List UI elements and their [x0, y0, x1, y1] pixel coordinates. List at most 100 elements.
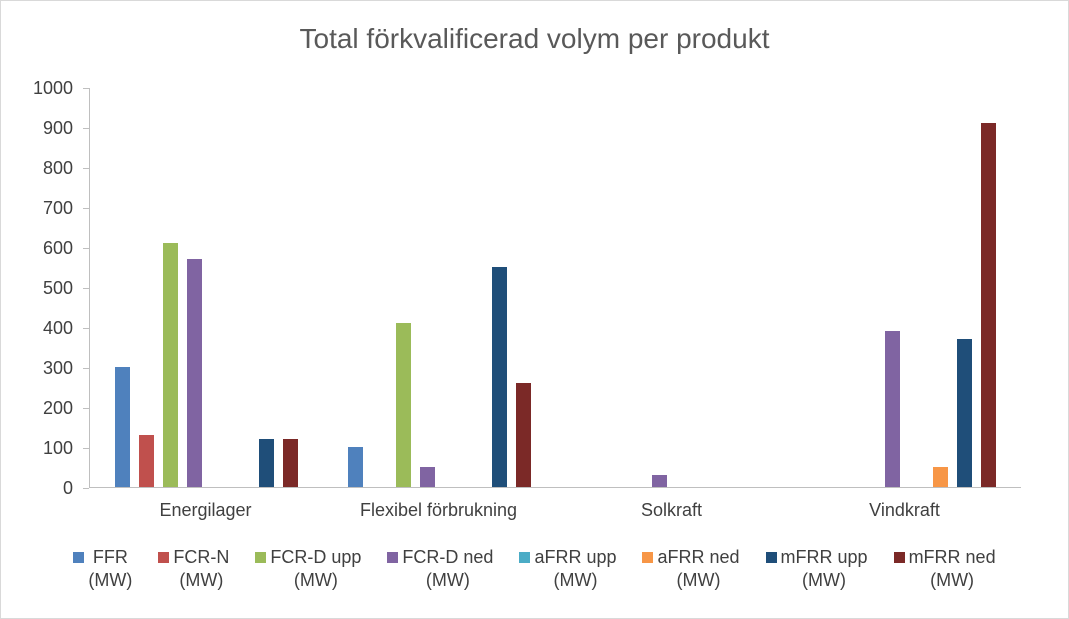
legend-item: FCR-D ned (MW) [387, 546, 493, 592]
bar-slot [648, 475, 672, 487]
legend-series-unit: (MW) [676, 570, 721, 590]
legend-series-unit: (MW) [425, 570, 470, 590]
legend-series-name: mFRR ned [908, 547, 996, 567]
y-tick-label: 700 [42, 198, 73, 218]
legend-swatch [765, 552, 777, 563]
y-tick-mark [83, 448, 89, 449]
y-tick-label: 600 [42, 238, 73, 258]
x-axis: Energilager Flexibel förbrukning Solkraft V… [89, 500, 1021, 521]
legend-series-unit: (MW) [293, 570, 338, 590]
bar-group-0 [110, 88, 302, 487]
legend-series-unit: (MW) [802, 570, 847, 590]
legend-swatch [642, 552, 654, 563]
bar-mfrr-ned-0 [282, 439, 298, 487]
bar-slot [487, 267, 511, 487]
bar-mfrr-ned-3 [981, 123, 997, 487]
bar-slot [158, 243, 182, 487]
bar-slot [977, 123, 1001, 487]
legend-item: FCR-N (MW) [158, 546, 229, 592]
legend-series-unit: (MW) [88, 570, 133, 590]
x-axis-label: Solkraft [640, 500, 703, 520]
bar-slot [254, 439, 278, 487]
bar-slot [511, 383, 535, 487]
y-tick-label: 1000 [32, 78, 73, 98]
y-tick-label: 300 [42, 358, 73, 378]
legend-label: FFR (MW) [88, 546, 132, 592]
legend-series-unit: (MW) [553, 570, 598, 590]
bar-group-1 [343, 88, 535, 487]
legend-item: FCR-D upp (MW) [255, 546, 361, 592]
bar-slot [953, 339, 977, 487]
legend-item: mFRR ned (MW) [893, 546, 996, 592]
y-tick-label: 200 [42, 398, 73, 418]
legend-series-unit: (MW) [930, 570, 975, 590]
legend-swatch [73, 552, 85, 563]
legend-series-name: FCR-D ned [402, 547, 494, 567]
legend-series-name: FFR [92, 547, 128, 567]
bar-mfrr-upp-0 [258, 439, 274, 487]
plot-area [89, 88, 1021, 488]
y-tick-mark [83, 288, 89, 289]
legend-item: FFR (MW) [73, 546, 132, 592]
bar-fcr-d-ned-3 [885, 331, 901, 487]
y-tick-mark [83, 368, 89, 369]
bar-fcr-d-ned-0 [186, 259, 202, 487]
legend-swatch [519, 552, 531, 563]
x-axis-label: Vindkraft [869, 500, 940, 520]
bar-ffr-0 [114, 367, 130, 487]
y-tick-mark [83, 408, 89, 409]
bar-mfrr-upp-1 [491, 267, 507, 487]
bar-slot [134, 435, 158, 487]
chart-title: Total förkvalificerad volym per produkt [299, 23, 770, 54]
y-tick-label: 900 [42, 118, 73, 138]
legend-item: mFRR upp (MW) [765, 546, 868, 592]
y-tick-mark [83, 328, 89, 329]
y-tick-mark [83, 248, 89, 249]
legend: FFR (MW) FCR-N (MW) FCR-D upp (MW) FCR-D ned (M… [1, 546, 1068, 592]
legend-label: aFRR upp (MW) [534, 546, 616, 592]
legend-series-name: mFRR upp [780, 547, 868, 567]
y-tick-mark [83, 488, 89, 489]
legend-series-unit: (MW) [179, 570, 224, 590]
legend-series-name: aFRR upp [534, 547, 617, 567]
x-axis-label: Flexibel förbrukning [359, 500, 518, 520]
y-tick-label: 500 [42, 278, 73, 298]
y-tick-label: 100 [42, 438, 73, 458]
legend-label: aFRR ned (MW) [657, 546, 739, 592]
y-tick-label: 800 [42, 158, 73, 178]
bar-fcr-d-upp-1 [395, 323, 411, 487]
legend-swatch [387, 552, 399, 563]
bar-slot [182, 259, 206, 487]
legend-swatch [158, 552, 170, 563]
legend-series-name: FCR-D upp [270, 547, 362, 567]
bar-mfrr-ned-1 [515, 383, 531, 487]
legend-label: FCR-D upp (MW) [270, 546, 361, 592]
y-tick-mark [83, 168, 89, 169]
bar-slot [391, 323, 415, 487]
bar-afrr-ned-3 [933, 467, 949, 487]
legend-swatch [893, 552, 905, 563]
legend-swatch [255, 552, 267, 563]
y-tick-mark [83, 128, 89, 129]
legend-series-name: aFRR ned [657, 547, 740, 567]
legend-label: FCR-N (MW) [173, 546, 229, 592]
y-tick-label: 400 [42, 318, 73, 338]
bar-slot [278, 439, 302, 487]
y-tick-mark [83, 88, 89, 89]
bar-group-2 [576, 88, 768, 487]
x-axis-label: Energilager [159, 500, 252, 520]
legend-label: mFRR ned (MW) [909, 546, 996, 592]
bar-fcr-d-ned-1 [419, 467, 435, 487]
bar-ffr-1 [347, 447, 363, 487]
bar-fcr-n-0 [138, 435, 154, 487]
bar-mfrr-upp-3 [957, 339, 973, 487]
legend-item: aFRR ned (MW) [642, 546, 740, 592]
y-tick-label: 0 [62, 478, 73, 498]
bar-fcr-d-upp-0 [162, 243, 178, 487]
bar-slot [929, 467, 953, 487]
legend-label: FCR-D ned (MW) [402, 546, 493, 592]
bar-slot [881, 331, 905, 487]
bar-slot [110, 367, 134, 487]
